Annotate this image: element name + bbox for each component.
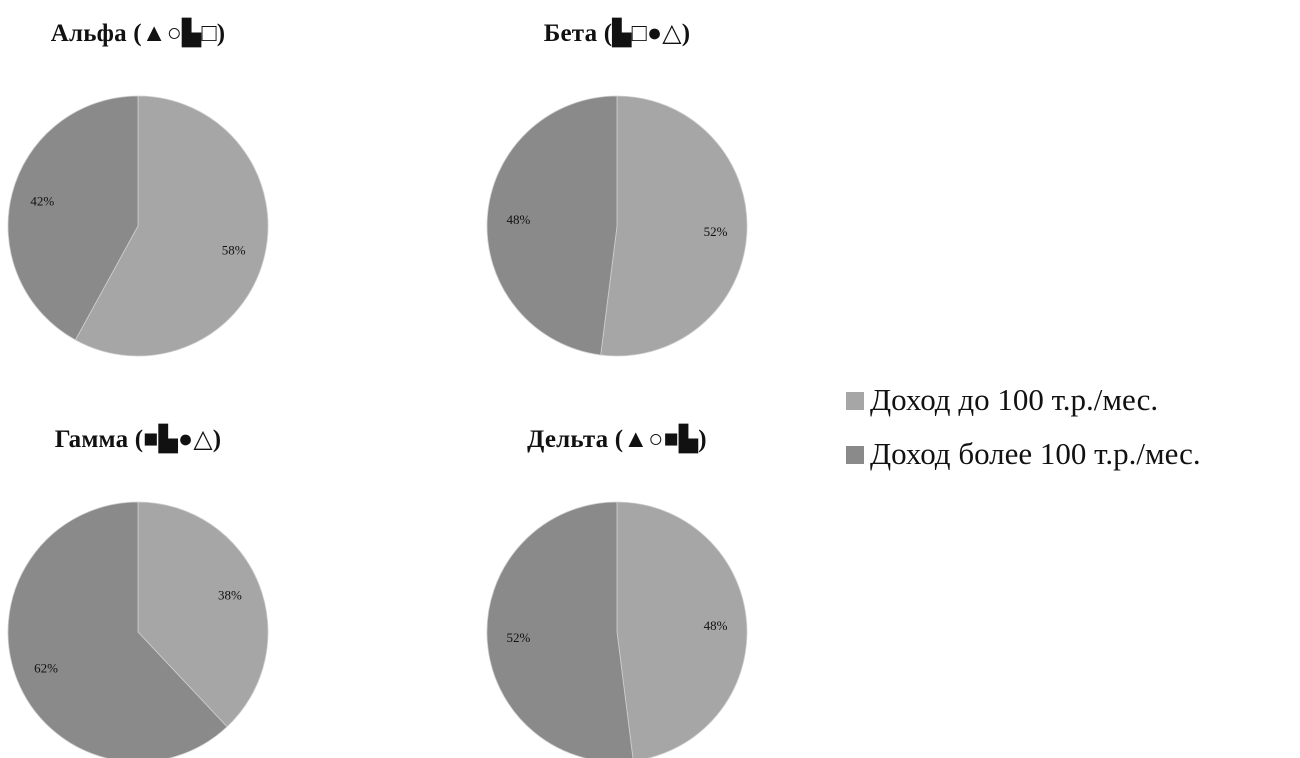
pie-label-beta-low-income: 52%: [704, 224, 728, 239]
pie-slice-delta-high-income: [486, 501, 634, 758]
pie-label-alfa-high-income: 42%: [30, 193, 54, 208]
pie-label-delta-high-income: 52%: [506, 630, 530, 645]
pie-slice-alfa-low-income: [74, 95, 269, 357]
legend-label-high-income: Доход более 100 т.р./мес.: [870, 436, 1201, 471]
pie-beta: 52% 48%: [486, 95, 748, 357]
pie-delta: 48% 52%: [486, 501, 748, 758]
chart-title-alfa: Альфа (▲○▙□): [50, 20, 226, 47]
legend-label-low-income: Доход до 100 т.р./мес.: [870, 382, 1159, 417]
pie-label-beta-high-income: 48%: [506, 212, 530, 227]
pie-label-gamma-low-income: 38%: [218, 588, 242, 603]
chart-title-delta: Дельта (▲○■▙): [527, 426, 707, 453]
pie-slice-gamma-low-income: [137, 501, 269, 728]
legend-swatch-low-income: [846, 392, 864, 410]
chart-title-beta: Бета (▙□●△): [543, 20, 691, 47]
pie-slice-delta-low-income: [616, 501, 748, 758]
pie-gamma: 38% 62%: [7, 501, 269, 758]
chart-title-gamma: Гамма (■▙●△): [54, 426, 222, 453]
pie-slice-beta-high-income: [486, 95, 618, 356]
pie-alfa: 58% 42%: [7, 95, 269, 357]
pie-label-gamma-high-income: 62%: [34, 660, 58, 675]
legend-item-low-income: Доход до 100 т.р./мес.: [846, 382, 1201, 417]
pie-label-delta-low-income: 48%: [704, 618, 728, 633]
pie-slice-beta-low-income: [600, 95, 748, 357]
pie-label-alfa-low-income: 58%: [222, 243, 246, 258]
legend: Доход до 100 т.р./мес. Доход более 100 т…: [846, 382, 1201, 491]
legend-item-high-income: Доход более 100 т.р./мес.: [846, 436, 1201, 471]
legend-swatch-high-income: [846, 446, 864, 464]
pie-slice-gamma-high-income: [7, 501, 228, 758]
pie-slice-alfa-high-income: [7, 95, 139, 341]
